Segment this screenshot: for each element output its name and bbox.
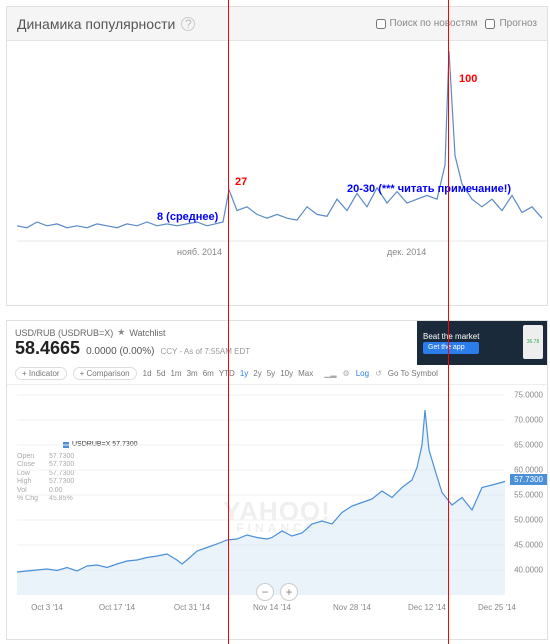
timeframe-2y[interactable]: 2y <box>253 369 261 378</box>
chart-type-icon[interactable]: ▁▂ <box>324 369 336 378</box>
annotation: 8 (среднее) <box>157 211 218 223</box>
timeframe-1y[interactable]: 1y <box>240 369 248 378</box>
timeframe-5y[interactable]: 5y <box>267 369 275 378</box>
get-app-button[interactable]: Get the app <box>423 342 479 354</box>
star-icon[interactable]: ★ <box>117 327 125 338</box>
comparison-button[interactable]: + Comparison <box>73 367 137 380</box>
timeframe-1d[interactable]: 1d <box>143 369 152 378</box>
price-value: 58.4665 <box>15 338 80 359</box>
top-chart: 8 (среднее) 27 100 20-30 (*** читать примеч… <box>7 41 547 306</box>
chart-toolbar: + Indicator + Comparison 1d 5d 1m 3m 6m YTD 1y… <box>7 363 547 385</box>
news-checkbox[interactable]: Поиск по новостям <box>376 18 478 29</box>
promo-banner[interactable]: Beat the market Get the app 36.78 <box>417 321 547 365</box>
price-sub: CCY - As of 7:55AM EDT <box>160 347 250 356</box>
forecast-checkbox[interactable]: Прогноз <box>485 18 537 29</box>
timeframe-10y[interactable]: 10y <box>280 369 293 378</box>
indicator-button[interactable]: + Indicator <box>15 367 67 380</box>
annotation: 20-30 (*** читать примечание!) <box>347 183 511 195</box>
settings-icon[interactable]: ⚙ <box>343 369 350 378</box>
phone-icon: 36.78 <box>523 325 543 359</box>
figure-container: Динамика популярности ? Поиск по новостя… <box>0 0 550 644</box>
watchlist-label[interactable]: Watchlist <box>129 328 165 338</box>
google-trends-panel: Динамика популярности ? Поиск по новостя… <box>6 6 548 306</box>
reset-icon[interactable]: ↺ <box>375 369 382 378</box>
price-change: 0.0000 (0.00%) <box>86 346 154 357</box>
yahoo-finance-panel: USD/RUB (USDRUB=X) ★ Watchlist 58.4665 0… <box>6 320 548 640</box>
timeframe-1m[interactable]: 1m <box>170 369 181 378</box>
bottom-chart: USDRUB=X 57.7300 Open 57.7300Close 57.73… <box>7 385 547 625</box>
log-toggle[interactable]: Log <box>356 369 369 378</box>
timeframe-Max[interactable]: Max <box>298 369 313 378</box>
symbol-title: USD/RUB (USDRUB=X) <box>15 328 113 338</box>
annotation: 100 <box>459 73 477 85</box>
zoom-in-button[interactable]: + <box>280 583 298 601</box>
zoom-out-button[interactable]: − <box>256 583 274 601</box>
timeframe-5d[interactable]: 5d <box>157 369 166 378</box>
top-header: Динамика популярности ? Поиск по новостя… <box>7 7 547 41</box>
marker-line <box>228 0 229 644</box>
timeframe-YTD[interactable]: YTD <box>219 369 235 378</box>
timeframe-3m[interactable]: 3m <box>187 369 198 378</box>
current-price-tag: 57.7300 <box>510 474 547 485</box>
help-icon[interactable]: ? <box>181 17 195 31</box>
annotation: 27 <box>235 176 247 188</box>
marker-line <box>448 0 449 644</box>
timeframe-6m[interactable]: 6m <box>203 369 214 378</box>
goto-symbol[interactable]: Go To Symbol <box>388 369 438 378</box>
zoom-controls: − + <box>256 583 298 601</box>
top-title: Динамика популярности <box>17 16 175 32</box>
